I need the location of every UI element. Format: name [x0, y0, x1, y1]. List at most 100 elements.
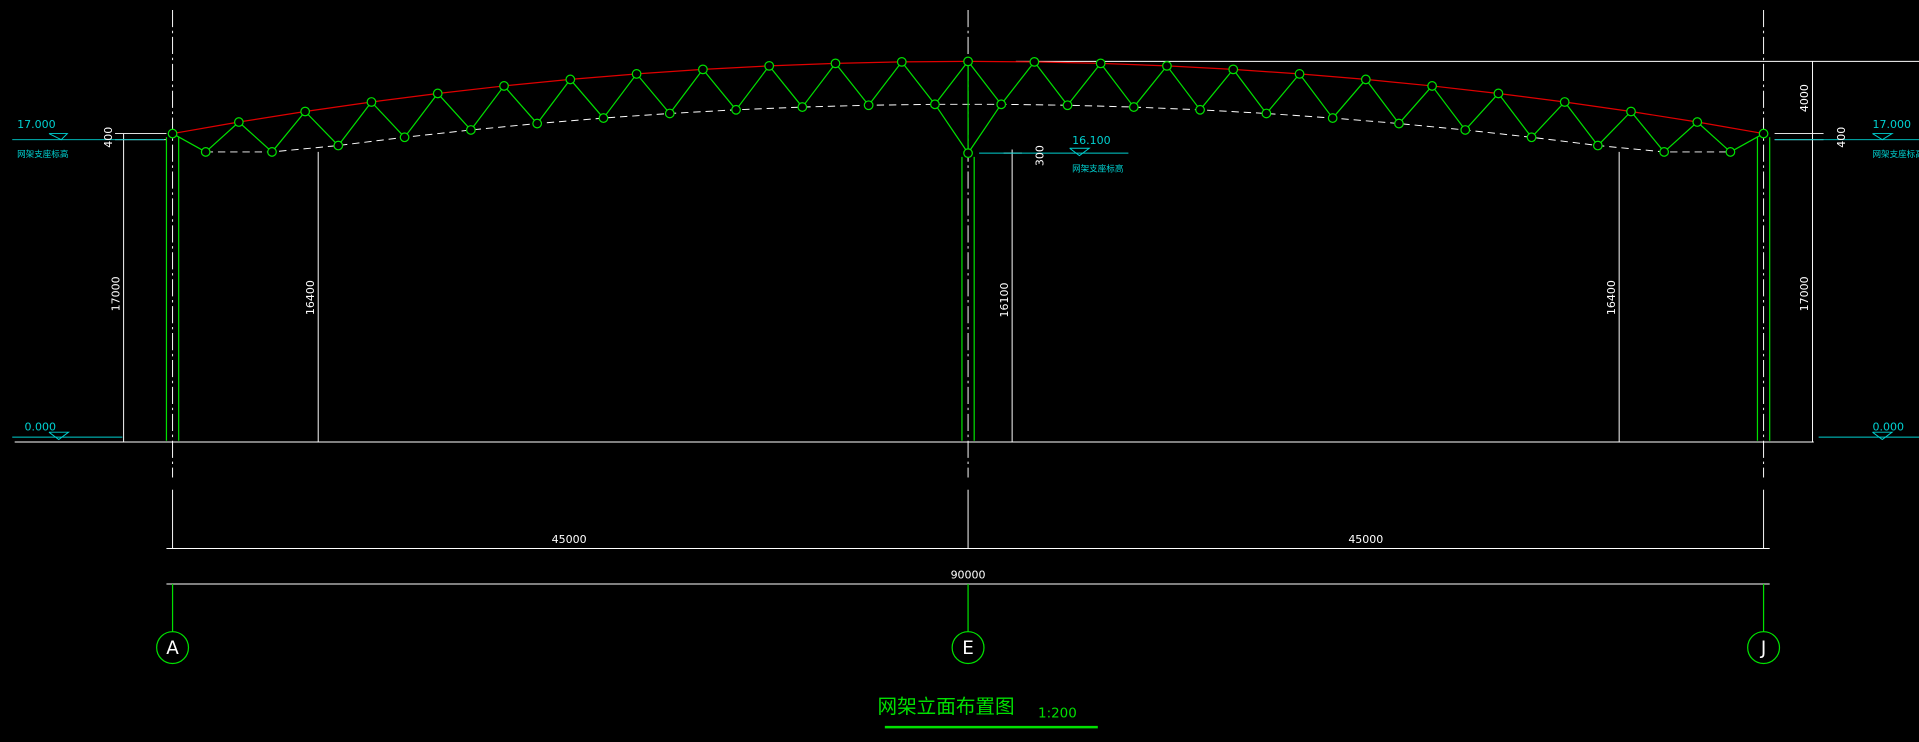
truss-member: [337, 101, 372, 146]
layout: [14, 9, 1919, 585]
truss-member: [370, 101, 406, 138]
truss-member: [1460, 125, 1471, 135]
truss-member: [1659, 147, 1670, 157]
elevation-label: 0.000: [1872, 420, 1904, 433]
truss-member: [1029, 56, 1040, 67]
truss-member: [404, 93, 439, 138]
truss-member: [1067, 62, 1102, 106]
truss-member: [1261, 108, 1272, 119]
truss-member: [934, 103, 969, 154]
truss-member: [1332, 79, 1367, 119]
truss-member: [1128, 102, 1139, 112]
truss-member: [1133, 65, 1168, 108]
truss-member: [1526, 132, 1537, 143]
truss-member: [536, 79, 571, 124]
truss-member: [1464, 93, 1499, 131]
truss-member: [1497, 93, 1533, 138]
truss-member: [1294, 69, 1305, 79]
dimension: 16100: [998, 283, 1011, 318]
truss-member: [470, 85, 505, 131]
truss-member: [934, 60, 969, 105]
truss-member: [1394, 118, 1404, 129]
truss-member: [1431, 85, 1466, 131]
truss-member: [1758, 128, 1769, 139]
truss-member: [731, 104, 741, 115]
truss-member: [465, 125, 476, 135]
truss-member: [664, 108, 675, 119]
truss-member: [896, 56, 907, 67]
truss-member: [205, 121, 240, 153]
truss-member: [1299, 73, 1334, 119]
truss-member: [1199, 69, 1234, 111]
truss-member: [1033, 61, 1068, 106]
truss-member: [200, 147, 211, 157]
truss-member: [1531, 101, 1566, 138]
truss-member: [967, 60, 1002, 105]
truss-member: [1000, 61, 1035, 105]
truss-member: [233, 117, 244, 127]
truss-member: [1195, 104, 1205, 115]
truss-member: [1696, 121, 1731, 153]
truss-member: [1730, 133, 1764, 153]
truss: [167, 56, 1769, 159]
truss-member: [1493, 88, 1504, 99]
truss-member: [569, 79, 604, 119]
dimension: 300: [1033, 145, 1046, 166]
truss-member: [636, 73, 671, 114]
truss-member: [1360, 74, 1371, 85]
truss-member: [1592, 140, 1603, 151]
truss-member: [1327, 113, 1338, 123]
truss-member: [267, 147, 277, 157]
truss-member: [868, 61, 903, 106]
truss-member: [602, 73, 638, 119]
truss-member: [1692, 117, 1703, 127]
truss-member: [1626, 106, 1636, 117]
truss-member: [1597, 111, 1632, 146]
truss-member: [1663, 121, 1698, 153]
dimension: 45000: [1348, 533, 1383, 546]
truss-member: [271, 111, 306, 153]
truss-member: [735, 65, 770, 111]
elevation-note: 网架支座标高: [17, 148, 68, 160]
truss-member: [1162, 60, 1172, 71]
truss-member: [996, 99, 1007, 110]
truss-member: [1725, 147, 1736, 157]
truss-member: [1365, 79, 1400, 124]
columns: [156, 137, 1781, 729]
axis-label: J: [1760, 638, 1766, 659]
dimension: 16400: [304, 280, 317, 315]
truss-member: [930, 99, 940, 110]
truss-member: [1265, 73, 1300, 114]
truss-member: [598, 113, 609, 123]
truss-member: [172, 133, 207, 153]
truss-member: [503, 85, 538, 124]
truss-member: [499, 81, 509, 91]
truss-member: [399, 132, 410, 143]
elevation-label: 16.100: [1072, 134, 1111, 147]
truss-member: [698, 64, 708, 75]
truss-member: [702, 69, 737, 111]
elevation-label: 0.000: [24, 420, 56, 433]
drawing-title: 网架立面布置图: [878, 695, 1015, 718]
truss-member: [366, 97, 377, 107]
dimension: 16400: [1605, 280, 1618, 315]
elevation-note: 网架支座标高: [1072, 163, 1123, 175]
drawing-scale: 1:200: [1038, 707, 1077, 722]
elevation-marks: [12, 133, 1919, 441]
truss-member: [967, 103, 1002, 154]
truss-member: [797, 102, 808, 112]
truss-member: [1564, 101, 1599, 146]
axis-label: E: [962, 638, 974, 659]
dimension: 17000: [1798, 276, 1811, 311]
truss-member: [532, 118, 543, 129]
elevation-note: 网架支座标高: [1872, 148, 1919, 160]
truss-member: [1100, 63, 1135, 108]
dimension: 90000: [951, 568, 986, 581]
truss-member: [1559, 97, 1570, 107]
truss-member: [565, 74, 576, 85]
dimension: 17000: [109, 276, 122, 311]
truss-member: [863, 100, 874, 111]
dimension: 4000: [1798, 84, 1811, 112]
dimension: 400: [1835, 127, 1848, 148]
